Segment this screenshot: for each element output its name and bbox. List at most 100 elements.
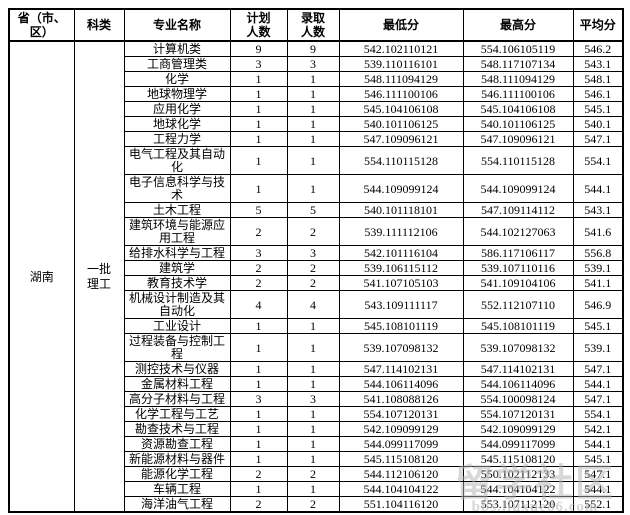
- plan-count-cell: 1: [229, 131, 288, 147]
- max-score-cell: 539.107098132: [462, 333, 574, 362]
- max-score-cell: 542.109099129: [462, 421, 574, 437]
- max-score-cell: 553.107112120: [462, 496, 574, 513]
- table-row: 化学工程与工艺 1 1 554.107120131 554.107120131 554.1: [9, 406, 624, 422]
- major-cell: 过程装备与控制工程: [123, 333, 231, 362]
- header-row: 省（市、区） 科类 专业名称 计划人数 录取人数 最低分 最高分 平均分: [8, 8, 624, 42]
- avg-score-cell: 547.1: [572, 131, 624, 147]
- avg-score-cell: 540.1: [572, 116, 624, 132]
- max-score-cell: 546.111100106: [462, 86, 574, 102]
- avg-score-cell: 541.6: [572, 217, 624, 246]
- major-cell: 海洋油气工程: [123, 496, 231, 513]
- table-row: 机械设计制造及其自动化 4 4 543.109111117 552.112107110 5…: [9, 290, 624, 319]
- avg-score-cell: 546.9: [572, 290, 624, 319]
- admitted-count-cell: 1: [286, 406, 340, 422]
- admitted-count-cell: 1: [286, 376, 340, 392]
- major-cell: 建筑环境与能源应用工程: [123, 217, 231, 246]
- plan-count-cell: 1: [229, 406, 288, 422]
- min-score-cell: 541.107105103: [338, 275, 464, 291]
- admitted-count-cell: 5: [286, 202, 340, 218]
- min-score-cell: 542.102110121: [338, 40, 464, 57]
- admitted-count-cell: 1: [286, 318, 340, 334]
- category-label: 一批理工: [86, 262, 111, 291]
- plan-count-cell: 1: [229, 116, 288, 132]
- plan-count-cell: 1: [229, 451, 288, 467]
- admitted-count-cell: 2: [286, 496, 340, 513]
- admission-score-table: 省（市、区） 科类 专业名称 计划人数 录取人数 最低分 最高分 平均分 湖南一…: [8, 8, 624, 513]
- plan-count-cell: 5: [229, 202, 288, 218]
- major-cell: 测控技术与仪器: [123, 361, 231, 377]
- col-header-min-score: 最低分: [338, 8, 464, 42]
- province-cell: 湖南: [8, 40, 75, 513]
- admitted-count-cell: 9: [286, 40, 340, 57]
- table-body: 湖南 一批理工 计算机类 9 9 542.102110121 554.106105119 54…: [8, 40, 624, 513]
- admitted-count-cell: 2: [286, 217, 340, 246]
- plan-count-cell: 3: [229, 245, 288, 261]
- avg-score-cell: 545.1: [572, 101, 624, 117]
- min-score-cell: 539.110116101: [338, 56, 464, 72]
- admitted-count-cell: 1: [286, 131, 340, 147]
- table-row: 建筑环境与能源应用工程 2 2 539.111112106 544.102127063 5…: [9, 217, 624, 246]
- col-header-avg-score: 平均分: [572, 8, 624, 42]
- max-score-cell: 554.110115128: [462, 146, 574, 175]
- plan-count-cell: 1: [229, 333, 288, 362]
- admitted-count-cell: 1: [286, 101, 340, 117]
- max-score-cell: 554.106105119: [462, 40, 574, 57]
- col-header-max-score-label: 最高分: [499, 18, 536, 32]
- admitted-count-cell: 1: [286, 71, 340, 87]
- plan-count-cell: 3: [229, 391, 288, 407]
- col-header-max-score: 最高分: [462, 8, 574, 42]
- admitted-count-cell: 1: [286, 361, 340, 377]
- table-row: 地球化学 1 1 540.101106125 540.101106125 540.1: [9, 116, 624, 132]
- table-row: 过程装备与控制工程 1 1 539.107098132 539.107098132 539…: [9, 333, 624, 362]
- min-score-cell: 540.101106125: [338, 116, 464, 132]
- col-header-avg-score-label: 平均分: [579, 18, 616, 32]
- min-score-cell: 542.101116104: [338, 245, 464, 261]
- max-score-cell: 544.109099124: [462, 174, 574, 203]
- max-score-cell: 586.117106117: [462, 245, 574, 261]
- avg-score-cell: 547.1: [572, 391, 624, 407]
- major-cell: 工程力学: [123, 131, 231, 147]
- min-score-cell: 547.109096121: [338, 131, 464, 147]
- admitted-count-cell: 1: [286, 116, 340, 132]
- category-cell: 一批理工: [73, 40, 125, 513]
- admitted-count-cell: 2: [286, 466, 340, 482]
- min-score-cell: 554.107120131: [338, 406, 464, 422]
- min-score-cell: 541.108088126: [338, 391, 464, 407]
- avg-score-cell: 547.1: [572, 361, 624, 377]
- major-cell: 给排水科学与工程: [123, 245, 231, 261]
- admitted-count-cell: 2: [286, 275, 340, 291]
- table-row: 给排水科学与工程 3 3 542.101116104 586.117106117 556.…: [9, 245, 624, 261]
- avg-score-cell: 544.1: [572, 174, 624, 203]
- min-score-cell: 539.111112106: [338, 217, 464, 246]
- max-score-cell: 539.107110116: [462, 260, 574, 276]
- col-header-major: 专业名称: [123, 8, 231, 42]
- col-header-major-label: 专业名称: [152, 18, 201, 32]
- min-score-cell: 544.104104122: [338, 481, 464, 497]
- min-score-cell: 544.109099124: [338, 174, 464, 203]
- col-header-plan-label: 计划人数: [246, 11, 271, 39]
- avg-score-cell: 547.1: [572, 466, 624, 482]
- col-header-admitted: 录取人数: [286, 8, 340, 42]
- avg-score-cell: 543.1: [572, 202, 624, 218]
- major-cell: 金属材料工程: [123, 376, 231, 392]
- max-score-cell: 540.101106125: [462, 116, 574, 132]
- table-row: 工商管理类 3 3 539.110116101 548.117107134 543.1: [9, 56, 624, 72]
- col-header-min-score-label: 最低分: [382, 18, 419, 32]
- major-cell: 教育技术学: [123, 275, 231, 291]
- min-score-cell: 545.104106108: [338, 101, 464, 117]
- table-row: 新能源材料与器件 1 1 545.115108120 545.115108120 545.…: [9, 451, 624, 467]
- min-score-cell: 546.111100106: [338, 86, 464, 102]
- admitted-count-cell: 1: [286, 86, 340, 102]
- max-score-cell: 547.114102131: [462, 361, 574, 377]
- avg-score-cell: 539.1: [572, 260, 624, 276]
- min-score-cell: 551.104116120: [338, 496, 464, 513]
- admitted-count-cell: 1: [286, 481, 340, 497]
- max-score-cell: 547.109114112: [462, 202, 574, 218]
- table-row: 测控技术与仪器 1 1 547.114102131 547.114102131 547.1: [9, 361, 624, 377]
- plan-count-cell: 3: [229, 56, 288, 72]
- min-score-cell: 548.111094129: [338, 71, 464, 87]
- avg-score-cell: 548.1: [572, 71, 624, 87]
- major-cell: 机械设计制造及其自动化: [123, 290, 231, 319]
- avg-score-cell: 541.1: [572, 275, 624, 291]
- admitted-count-cell: 3: [286, 391, 340, 407]
